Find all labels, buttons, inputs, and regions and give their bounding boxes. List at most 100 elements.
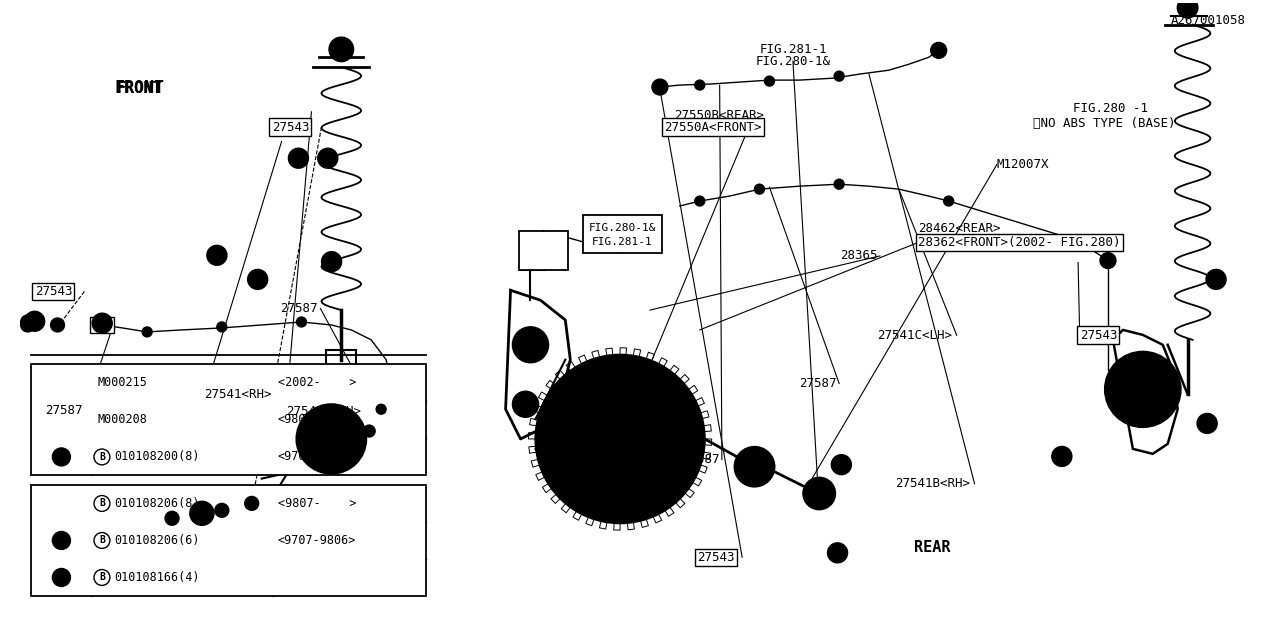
Circle shape — [1206, 269, 1226, 289]
Circle shape — [165, 511, 179, 525]
Text: <2002-    >: <2002- > — [278, 376, 356, 389]
Circle shape — [216, 322, 227, 332]
Circle shape — [344, 418, 352, 426]
Circle shape — [314, 421, 349, 457]
Text: 28462<REAR>: 28462<REAR> — [918, 221, 1001, 234]
Text: <9707-9806>: <9707-9806> — [278, 534, 356, 547]
Circle shape — [591, 451, 600, 461]
Circle shape — [625, 462, 635, 472]
Text: 2: 2 — [838, 458, 845, 471]
Circle shape — [745, 457, 764, 477]
Text: FIG.280-1&: FIG.280-1& — [589, 223, 657, 233]
Circle shape — [512, 327, 548, 363]
Text: M000208: M000208 — [99, 413, 147, 426]
Circle shape — [804, 477, 835, 509]
Circle shape — [512, 392, 539, 417]
Circle shape — [311, 418, 319, 426]
Circle shape — [522, 337, 539, 353]
Text: REAR: REAR — [914, 540, 951, 555]
Circle shape — [645, 434, 655, 444]
Text: FRONT: FRONT — [116, 81, 163, 96]
Text: FIG.280-1&: FIG.280-1& — [755, 54, 831, 68]
Text: 1: 1 — [58, 571, 65, 584]
Text: <9705-9806>: <9705-9806> — [278, 451, 356, 463]
Text: 27543: 27543 — [698, 551, 735, 564]
Text: 010108206(6): 010108206(6) — [114, 534, 200, 547]
Text: 3: 3 — [214, 249, 220, 262]
Bar — [31, 485, 426, 596]
Text: 010108206(8): 010108206(8) — [114, 497, 200, 510]
Text: 3: 3 — [99, 317, 106, 330]
Text: B: B — [99, 572, 105, 582]
Circle shape — [189, 501, 214, 525]
Circle shape — [625, 406, 635, 415]
Circle shape — [297, 404, 366, 474]
Circle shape — [1100, 253, 1116, 268]
Text: FRONT: FRONT — [114, 79, 164, 97]
Circle shape — [835, 71, 844, 81]
Circle shape — [288, 148, 308, 168]
Circle shape — [810, 484, 828, 502]
Circle shape — [376, 404, 387, 414]
Circle shape — [735, 447, 774, 486]
Circle shape — [335, 44, 347, 55]
Circle shape — [215, 504, 229, 517]
Text: 3: 3 — [1203, 417, 1211, 430]
Text: 3: 3 — [324, 152, 332, 164]
Circle shape — [197, 508, 207, 518]
Circle shape — [317, 148, 338, 168]
Circle shape — [207, 245, 227, 265]
Circle shape — [535, 355, 705, 524]
Bar — [91, 317, 114, 333]
Circle shape — [52, 448, 70, 466]
Circle shape — [297, 317, 306, 327]
Circle shape — [1052, 447, 1071, 467]
Text: M000215: M000215 — [99, 376, 147, 389]
Circle shape — [344, 452, 352, 460]
Circle shape — [835, 179, 844, 189]
Text: 2: 2 — [1059, 450, 1065, 463]
Circle shape — [591, 417, 600, 426]
Circle shape — [931, 42, 947, 58]
Text: FIG.281-1: FIG.281-1 — [593, 237, 653, 247]
Text: FIG.281-1: FIG.281-1 — [593, 419, 660, 433]
Circle shape — [943, 196, 954, 206]
Text: 3: 3 — [1212, 273, 1220, 286]
Circle shape — [1121, 367, 1165, 412]
Text: 3: 3 — [835, 547, 841, 559]
Text: FIG.280-1&: FIG.280-1& — [582, 433, 658, 446]
Text: 3: 3 — [294, 152, 302, 164]
Text: <9807-2001>: <9807-2001> — [278, 413, 356, 426]
Text: 27543: 27543 — [35, 285, 72, 298]
Circle shape — [1178, 0, 1198, 18]
Text: 27587: 27587 — [45, 404, 82, 417]
Text: 3: 3 — [58, 451, 65, 463]
Circle shape — [20, 315, 35, 329]
Text: A267001058: A267001058 — [1170, 14, 1245, 27]
Circle shape — [602, 421, 637, 457]
Circle shape — [244, 497, 259, 510]
Text: 27541B<RH>: 27541B<RH> — [895, 477, 970, 490]
Text: 27550B<REAR>: 27550B<REAR> — [675, 109, 764, 122]
Circle shape — [92, 313, 113, 333]
Text: B: B — [99, 536, 105, 545]
Circle shape — [364, 425, 375, 437]
Circle shape — [566, 385, 675, 493]
Bar — [31, 364, 426, 476]
Text: 27550A<FRONT>: 27550A<FRONT> — [664, 120, 762, 134]
Text: ※NO ABS TYPE (BASE): ※NO ABS TYPE (BASE) — [1033, 117, 1175, 130]
Circle shape — [24, 311, 45, 331]
Text: 3: 3 — [328, 255, 335, 268]
Circle shape — [652, 79, 668, 95]
Circle shape — [754, 184, 764, 194]
Text: 27587: 27587 — [280, 302, 319, 315]
Text: 1: 1 — [255, 273, 261, 286]
Circle shape — [520, 398, 531, 410]
Circle shape — [1105, 352, 1180, 427]
Text: 3: 3 — [31, 315, 38, 328]
Text: 27541A<LH>: 27541A<LH> — [285, 406, 361, 419]
Text: 27543: 27543 — [1080, 329, 1117, 342]
Circle shape — [1183, 3, 1193, 13]
Text: 27543: 27543 — [271, 120, 310, 134]
Text: FIG.281-1: FIG.281-1 — [759, 43, 827, 56]
